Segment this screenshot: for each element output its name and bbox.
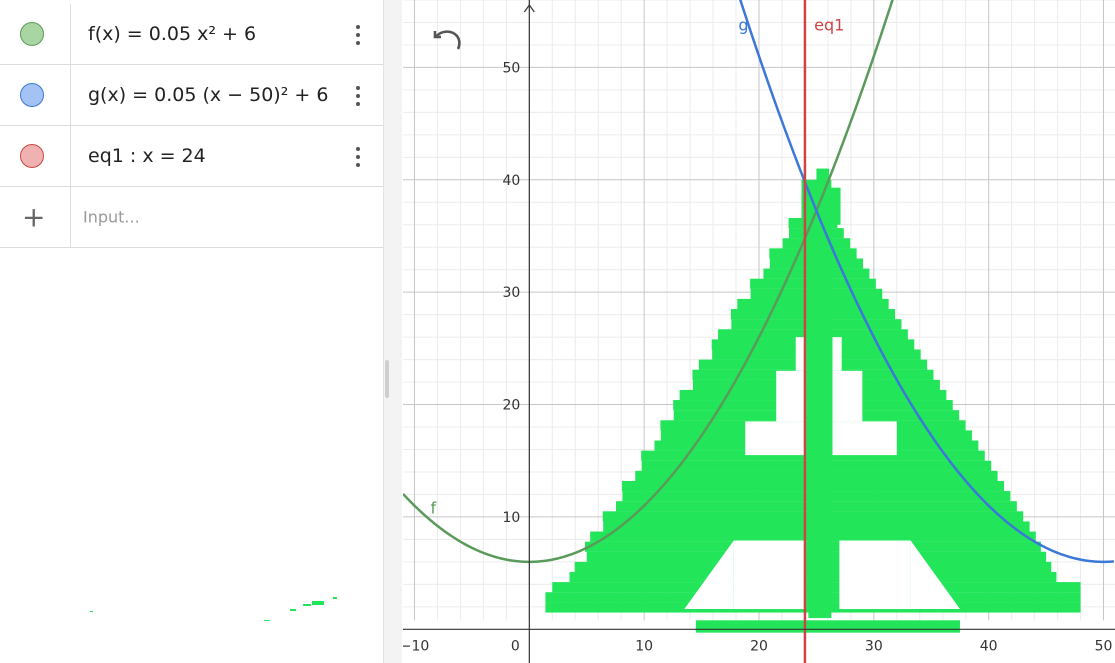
axes [403,0,1115,663]
algebra-row-eq1[interactable]: eq1 : x = 24 [0,126,383,187]
undo-icon[interactable] [432,27,464,55]
kebab-menu-icon[interactable] [355,84,361,106]
algebra-input-row[interactable]: + Input... [0,187,383,248]
y-tick-label: 20 [502,398,520,414]
graphics-view[interactable]: −10 0 10 20 30 40 50 10 20 30 40 50 f g eq1 [403,0,1115,663]
y-tick-label: 50 [502,60,520,76]
fill-block [808,235,832,619]
add-cell[interactable]: + [0,187,71,247]
algebra-row-f[interactable]: f(x) = 0.05 x² + 6 [0,4,383,65]
x-tick-label: 30 [865,638,883,654]
x-tick-label: −10 [403,638,429,654]
green-filled-shape [403,168,1115,663]
fill-cutout [795,337,807,371]
x-tick-label: 10 [635,638,653,654]
algebra-view: f(x) = 0.05 x² + 6 g(x) = 0.05 (x − 50)²… [0,0,383,663]
x-tick-label: 50 [1095,638,1113,654]
fill-cutout [776,370,807,422]
tick-labels: −10 0 10 20 30 40 50 10 20 30 40 50 [403,60,1112,654]
visibility-toggle-f[interactable] [20,22,44,46]
y-tick-label: 30 [502,285,520,301]
input-bar[interactable]: Input... [83,207,140,227]
fill-block [816,168,830,186]
fill-cutout [745,421,807,456]
expression-f[interactable]: f(x) = 0.05 x² + 6 [88,23,257,45]
curve-label-g: g [738,15,748,34]
visibility-toggle-eq1[interactable] [20,144,44,168]
curve-label-f: f [431,499,437,518]
visibility-cell[interactable] [0,126,71,186]
x-tick-label: 40 [980,638,998,654]
fill-block [829,187,841,225]
fill-cutout [832,370,863,422]
curve-g[interactable] [403,0,1114,564]
fill-cutout [684,540,734,610]
visibility-cell[interactable] [0,4,71,64]
drag-handle[interactable] [385,360,389,398]
algebra-row-g[interactable]: g(x) = 0.05 (x − 50)² + 6 [0,65,383,126]
y-tick-label: 40 [502,173,520,189]
fill-cutout [832,337,842,371]
visibility-toggle-g[interactable] [20,83,44,107]
visibility-cell[interactable] [0,65,71,125]
kebab-menu-icon[interactable] [355,145,361,167]
x-tick-label: 20 [750,638,768,654]
expression-g[interactable]: g(x) = 0.05 (x − 50)² + 6 [88,84,329,106]
panel-divider[interactable] [383,0,402,663]
curve-f[interactable] [403,0,1114,564]
fill-cutout [733,540,807,610]
fill-cutout [832,421,897,456]
fill-cutout [839,540,911,610]
y-axis-arrow [523,3,535,13]
fill-block [695,620,960,633]
y-tick-label: 10 [502,510,520,526]
plus-icon[interactable]: + [22,200,46,234]
expression-eq1[interactable]: eq1 : x = 24 [88,145,206,167]
kebab-menu-icon[interactable] [355,23,361,45]
x-tick-label: 0 [511,638,520,654]
fill-cutout [910,540,960,610]
curve-label-eq1: eq1 [814,15,844,34]
